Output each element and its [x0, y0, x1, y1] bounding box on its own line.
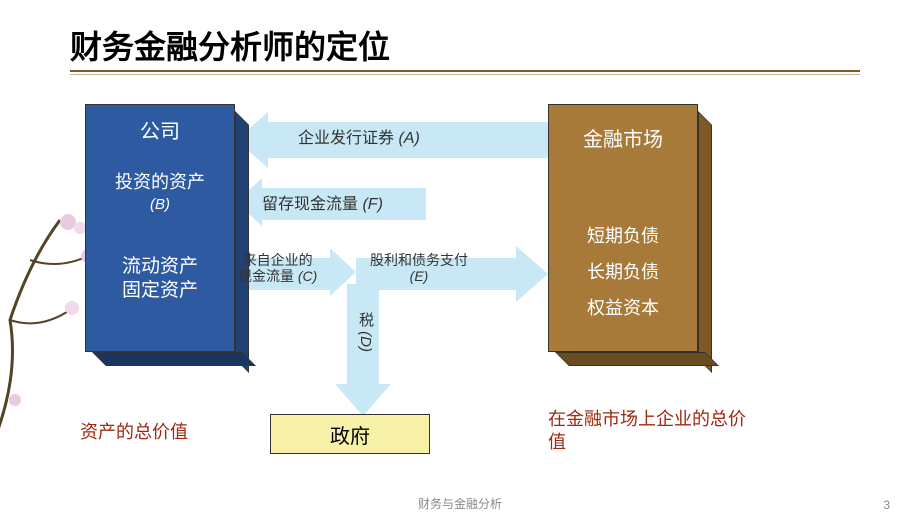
arrow-e-text: 股利和债务支付 [370, 252, 468, 268]
arrow-e-tag: (E) [370, 268, 468, 284]
caption-left: 资产的总价值 [80, 418, 188, 444]
box-line: 流动资产 [85, 254, 235, 281]
arrow-f-label: 留存现金流量 (F) [262, 190, 383, 214]
government-label: 政府 [330, 420, 370, 449]
government-box: 政府 [270, 414, 430, 454]
box-line: 金融市场 [548, 126, 698, 154]
company-box-text: 公司投资的资产(B) 流动资产固定资产 [85, 104, 235, 352]
box-line: 短期负债 [548, 224, 698, 249]
box-line: 公司 [85, 118, 235, 146]
arrow-d-tag: (D) [357, 331, 374, 352]
arrow-f-text: 留存现金流量 [262, 196, 358, 213]
footer-text: 财务与金融分析 [0, 495, 920, 512]
market-box-bottom [555, 352, 719, 366]
company-box: 公司投资的资产(B) 流动资产固定资产 [85, 104, 235, 352]
page-number: 3 [883, 498, 890, 512]
arrow-c-text2: 现金流量 [238, 268, 294, 284]
market-box-text: 金融市场短期负债长期负债权益资本 [548, 104, 698, 352]
arrow-d-label: 税 (D) [355, 312, 376, 352]
market-box: 金融市场短期负债长期负债权益资本 [548, 104, 698, 352]
arrow-c-text1: 来自企业的 [238, 252, 317, 268]
slide-title: 财务金融分析师的定位 [70, 22, 390, 68]
arrow-a-label: 企业发行证券 (A) [298, 124, 420, 148]
arrow-d-text: 税 [357, 312, 374, 327]
arrow-f-tag: (F) [362, 196, 382, 213]
company-box-side [235, 111, 249, 373]
caption-right-text: 在金融市场上企业的总价值 [548, 409, 746, 452]
company-box-bottom [92, 352, 256, 366]
market-box-side [698, 111, 712, 373]
box-line: 固定资产 [85, 278, 235, 305]
title-rule [70, 70, 860, 72]
arrow-a-text: 企业发行证券 [298, 130, 394, 147]
box-line: 权益资本 [548, 296, 698, 321]
box-line: (B) [85, 194, 235, 215]
arrow-c-tag: (C) [298, 268, 317, 284]
box-line: 长期负债 [548, 260, 698, 285]
arrow-c-label: 来自企业的 现金流量 (C) [238, 252, 317, 284]
arrow-e-label: 股利和债务支付 (E) [370, 252, 468, 284]
arrow-a-tag: (A) [398, 130, 419, 147]
caption-right: 在金融市场上企业的总价值 [548, 408, 748, 455]
box-line: 投资的资产 [85, 170, 235, 195]
